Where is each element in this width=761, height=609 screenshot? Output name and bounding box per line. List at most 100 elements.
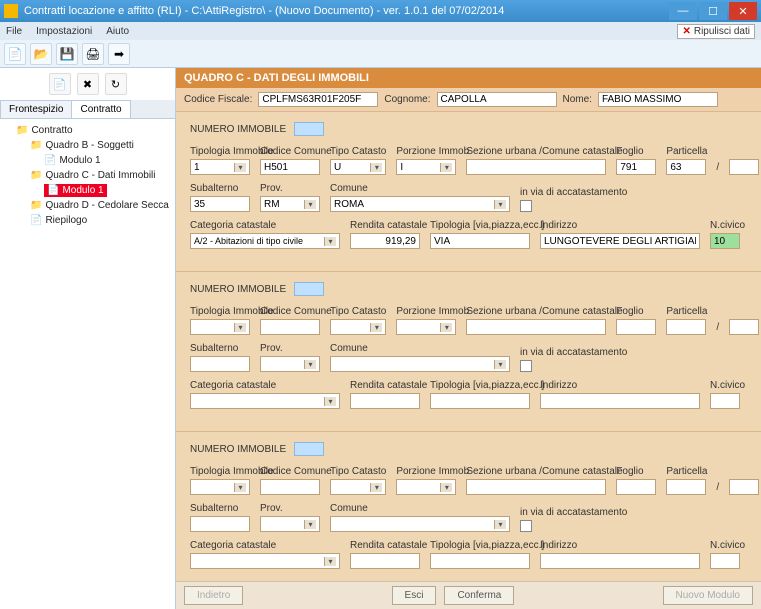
esci-button[interactable]: Esci bbox=[392, 586, 437, 605]
indirizzo-input-2[interactable] bbox=[540, 393, 700, 409]
chevron-down-icon: ▾ bbox=[494, 520, 506, 529]
lbl-porzione: Porzione Immob bbox=[396, 146, 456, 157]
nuovo-modulo-button[interactable]: Nuovo Modulo bbox=[663, 586, 753, 605]
numero-immobile-label-2: NUMERO IMMOBILE bbox=[190, 284, 286, 295]
tipo-catasto-select-2[interactable]: ▾ bbox=[330, 319, 386, 335]
tree-contratto[interactable]: Contratto bbox=[16, 123, 173, 138]
accatastamento-checkbox-3[interactable] bbox=[520, 520, 532, 532]
codice-comune-input-2[interactable] bbox=[260, 319, 320, 335]
porzione-select-2[interactable]: ▾ bbox=[396, 319, 456, 335]
particella-input[interactable] bbox=[666, 159, 706, 175]
window-title: Contratti locazione e affitto (RLI) - C:… bbox=[24, 5, 667, 17]
maximize-button[interactable]: ☐ bbox=[699, 2, 727, 20]
ncivico-input-2[interactable] bbox=[710, 393, 740, 409]
lbl-tipologia: Tipologia Immobile bbox=[190, 146, 250, 157]
particella-input-2[interactable] bbox=[666, 319, 706, 335]
minimize-button[interactable]: — bbox=[669, 2, 697, 20]
slash: / bbox=[716, 162, 719, 175]
sezione-input-2[interactable] bbox=[466, 319, 606, 335]
conferma-button[interactable]: Conferma bbox=[444, 586, 514, 605]
numero-immobile-box-2[interactable] bbox=[294, 282, 324, 296]
chevron-down-icon: ▾ bbox=[304, 520, 316, 529]
menu-file[interactable]: File bbox=[6, 26, 22, 37]
print-button[interactable]: 🖨 bbox=[82, 43, 104, 65]
immobile-block-1: NUMERO IMMOBILE Tipologia Immobile1▾ Cod… bbox=[176, 112, 761, 272]
cognome-input[interactable] bbox=[437, 92, 557, 107]
lbl-tipocatasto: Tipo Catasto bbox=[330, 146, 386, 157]
particella2-input-3[interactable] bbox=[729, 479, 759, 495]
ncivico-input[interactable] bbox=[710, 233, 740, 249]
tree-delete-button[interactable]: ✖ bbox=[77, 73, 99, 95]
tipo-catasto-select[interactable]: U▾ bbox=[330, 159, 386, 175]
tipologia-select[interactable]: 1▾ bbox=[190, 159, 250, 175]
rendita-input-2[interactable] bbox=[350, 393, 420, 409]
tipologia-via-input-2[interactable] bbox=[430, 393, 530, 409]
tree-refresh-button[interactable]: ↻ bbox=[105, 73, 127, 95]
tipologia-via-input-3[interactable] bbox=[430, 553, 530, 569]
tipo-catasto-select-3[interactable]: ▾ bbox=[330, 479, 386, 495]
tab-contratto[interactable]: Contratto bbox=[71, 100, 130, 118]
menu-aiuto[interactable]: Aiuto bbox=[106, 26, 129, 37]
indirizzo-input-3[interactable] bbox=[540, 553, 700, 569]
tipologia-select-2[interactable]: ▾ bbox=[190, 319, 250, 335]
indietro-button[interactable]: Indietro bbox=[184, 586, 243, 605]
subalterno-input[interactable] bbox=[190, 196, 250, 212]
comune-select[interactable]: ROMA▾ bbox=[330, 196, 510, 212]
tree-quadro-b-mod1[interactable]: Modulo 1 bbox=[44, 153, 173, 168]
indirizzo-input[interactable] bbox=[540, 233, 700, 249]
cf-input[interactable] bbox=[258, 92, 378, 107]
foglio-input-2[interactable] bbox=[616, 319, 656, 335]
pulisci-button[interactable]: ✕ Ripulisci dati bbox=[677, 24, 755, 39]
prov-select-2[interactable]: ▾ bbox=[260, 356, 320, 372]
particella2-input[interactable] bbox=[729, 159, 759, 175]
export-button[interactable]: ➡ bbox=[108, 43, 130, 65]
categoria-select[interactable]: A/2 - Abitazioni di tipo civile▾ bbox=[190, 233, 340, 249]
porzione-select-3[interactable]: ▾ bbox=[396, 479, 456, 495]
categoria-select-2[interactable]: ▾ bbox=[190, 393, 340, 409]
tipologia-select-3[interactable]: ▾ bbox=[190, 479, 250, 495]
open-button[interactable]: 📂 bbox=[30, 43, 52, 65]
cf-label: Codice Fiscale: bbox=[184, 94, 252, 105]
accatastamento-checkbox-2[interactable] bbox=[520, 360, 532, 372]
tree-riepilogo[interactable]: Riepilogo bbox=[30, 213, 173, 228]
rendita-input-3[interactable] bbox=[350, 553, 420, 569]
subalterno-input-3[interactable] bbox=[190, 516, 250, 532]
rendita-input[interactable] bbox=[350, 233, 420, 249]
bottom-bar: Indietro Esci Conferma Nuovo Modulo bbox=[176, 581, 761, 609]
immobile-block-3: NUMERO IMMOBILE Tipologia Immobile▾ Codi… bbox=[176, 432, 761, 592]
sezione-input[interactable] bbox=[466, 159, 606, 175]
tree-quadro-b[interactable]: Quadro B - Soggetti bbox=[30, 138, 173, 153]
chevron-down-icon: ▾ bbox=[494, 200, 506, 209]
sezione-input-3[interactable] bbox=[466, 479, 606, 495]
particella-input-3[interactable] bbox=[666, 479, 706, 495]
accatastamento-checkbox[interactable] bbox=[520, 200, 532, 212]
ncivico-input-3[interactable] bbox=[710, 553, 740, 569]
porzione-select[interactable]: I▾ bbox=[396, 159, 456, 175]
save-button[interactable]: 💾 bbox=[56, 43, 78, 65]
tree-quadro-d[interactable]: Quadro D - Cedolare Secca bbox=[30, 198, 173, 213]
chevron-down-icon: ▾ bbox=[494, 360, 506, 369]
categoria-select-3[interactable]: ▾ bbox=[190, 553, 340, 569]
numero-immobile-box-3[interactable] bbox=[294, 442, 324, 456]
numero-immobile-box[interactable] bbox=[294, 122, 324, 136]
tab-frontespizio[interactable]: Frontespizio bbox=[0, 100, 72, 118]
foglio-input-3[interactable] bbox=[616, 479, 656, 495]
comune-select-2[interactable]: ▾ bbox=[330, 356, 510, 372]
comune-select-3[interactable]: ▾ bbox=[330, 516, 510, 532]
content-panel: QUADRO C - DATI DEGLI IMMOBILI Codice Fi… bbox=[176, 68, 761, 609]
prov-select-3[interactable]: ▾ bbox=[260, 516, 320, 532]
tree-quadro-c[interactable]: Quadro C - Dati Immobili bbox=[30, 168, 173, 183]
prov-select[interactable]: RM▾ bbox=[260, 196, 320, 212]
nome-input[interactable] bbox=[598, 92, 718, 107]
new-doc-button[interactable]: 📄 bbox=[4, 43, 26, 65]
codice-comune-input-3[interactable] bbox=[260, 479, 320, 495]
particella2-input-2[interactable] bbox=[729, 319, 759, 335]
menu-impostazioni[interactable]: Impostazioni bbox=[36, 26, 92, 37]
foglio-input[interactable] bbox=[616, 159, 656, 175]
close-button[interactable]: ✕ bbox=[729, 2, 757, 20]
codice-comune-input[interactable] bbox=[260, 159, 320, 175]
subalterno-input-2[interactable] bbox=[190, 356, 250, 372]
tipologia-via-input[interactable] bbox=[430, 233, 530, 249]
tree-add-button[interactable]: 📄 bbox=[49, 73, 71, 95]
tree-quadro-c-mod1[interactable]: Modulo 1 bbox=[44, 183, 173, 198]
